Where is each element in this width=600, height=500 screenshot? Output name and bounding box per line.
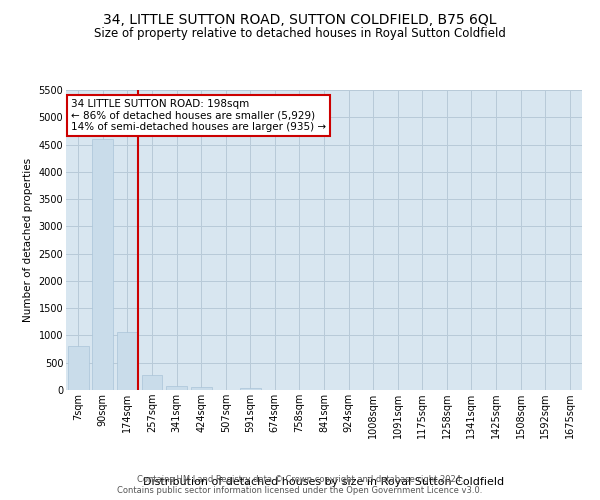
Text: Contains public sector information licensed under the Open Government Licence v3: Contains public sector information licen… bbox=[118, 486, 482, 495]
X-axis label: Distribution of detached houses by size in Royal Sutton Coldfield: Distribution of detached houses by size … bbox=[143, 477, 505, 487]
Bar bbox=[166, 386, 187, 390]
Bar bbox=[92, 139, 113, 390]
Text: 34 LITTLE SUTTON ROAD: 198sqm
← 86% of detached houses are smaller (5,929)
14% o: 34 LITTLE SUTTON ROAD: 198sqm ← 86% of d… bbox=[71, 99, 326, 132]
Text: 34, LITTLE SUTTON ROAD, SUTTON COLDFIELD, B75 6QL: 34, LITTLE SUTTON ROAD, SUTTON COLDFIELD… bbox=[103, 12, 497, 26]
Bar bbox=[68, 346, 89, 390]
Bar bbox=[117, 332, 138, 390]
Bar bbox=[191, 387, 212, 390]
Text: Size of property relative to detached houses in Royal Sutton Coldfield: Size of property relative to detached ho… bbox=[94, 28, 506, 40]
Bar bbox=[240, 388, 261, 390]
Bar bbox=[142, 374, 163, 390]
Text: Contains HM Land Registry data © Crown copyright and database right 2024.: Contains HM Land Registry data © Crown c… bbox=[137, 474, 463, 484]
Y-axis label: Number of detached properties: Number of detached properties bbox=[23, 158, 33, 322]
